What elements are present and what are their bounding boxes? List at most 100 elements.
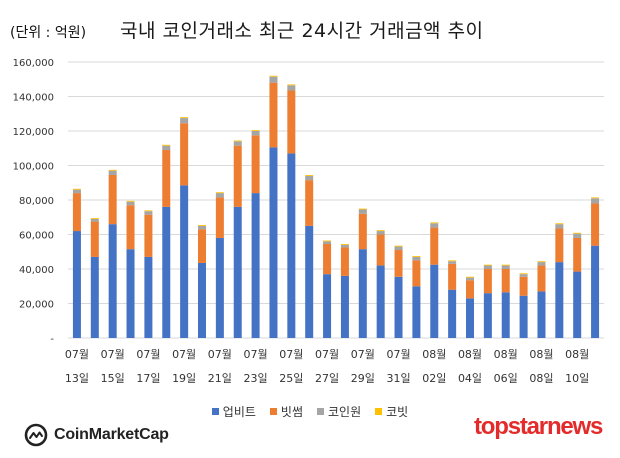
bar-segment — [483, 264, 492, 266]
legend-item: 빗썸 — [269, 403, 303, 420]
bar-segment — [233, 206, 242, 338]
bar-segment — [269, 75, 278, 77]
bar-segment — [412, 260, 421, 287]
bar-segment — [340, 275, 349, 338]
bar-segment — [501, 265, 510, 269]
bar-segment — [519, 295, 528, 338]
bar-segment — [448, 263, 457, 290]
legend-swatch — [211, 408, 219, 415]
x-tick-day: 31일 — [386, 371, 410, 385]
x-tick-month: 07월 — [315, 348, 339, 361]
chart-title: 국내 코인거래소 최근 24시간 거래금액 추이 — [120, 20, 484, 42]
bar-segment — [340, 244, 349, 248]
y-axis-ticks: - 20,000 40,000 60,000 80,000 100,000 120,000 1… — [13, 58, 55, 345]
bar-segment — [90, 218, 99, 222]
bar-segment — [537, 265, 546, 292]
bar-segment — [573, 237, 582, 272]
legend-label: 빗썸 — [280, 405, 303, 419]
bar-segment — [215, 192, 224, 194]
bar-segment — [198, 262, 206, 338]
legend-swatch — [269, 408, 277, 415]
bar-segment — [466, 298, 474, 338]
bar-segment — [180, 117, 189, 119]
legend-item: 코빗 — [375, 403, 408, 420]
bar-segment — [323, 274, 332, 338]
bar-segment — [430, 227, 439, 265]
bar-segment — [501, 264, 510, 266]
bar-segment — [591, 198, 600, 204]
bar-segment — [287, 84, 296, 86]
bar-segment — [287, 153, 296, 338]
bar-segment — [537, 291, 546, 338]
bar-segment — [305, 175, 314, 181]
bar-segment — [448, 261, 457, 264]
bar-segment — [501, 269, 510, 293]
x-tick-month: 07월 — [172, 348, 196, 361]
unit-label: (단위 : 억원) — [10, 25, 87, 41]
y-tick-label: 40,000 — [19, 265, 54, 276]
bar-segment — [555, 262, 564, 338]
bar-segment — [126, 201, 135, 206]
legend-item: 업비트 — [211, 403, 256, 420]
x-tick-month: 07월 — [279, 348, 303, 361]
y-tick-label: - — [50, 334, 54, 345]
bar-segment — [198, 225, 206, 230]
x-tick-day: 21일 — [208, 371, 232, 385]
bar-segment — [519, 274, 528, 277]
bar-segment — [180, 118, 189, 124]
bar-segment — [323, 240, 332, 242]
bar-segment — [412, 256, 421, 261]
x-tick-month: 07월 — [386, 348, 410, 361]
bar-segment — [573, 232, 582, 234]
legend-swatch — [317, 408, 324, 415]
bar-segment — [591, 245, 600, 338]
bar-segment — [394, 246, 403, 251]
bar-segment — [269, 76, 278, 83]
bar-segment — [162, 149, 171, 207]
x-tick-month: 07월 — [244, 348, 268, 361]
bar-segment — [519, 273, 528, 275]
x-tick-day: 02일 — [422, 371, 446, 385]
bar-segment — [448, 289, 457, 338]
bar-segment — [394, 250, 403, 277]
bar-segment — [108, 170, 117, 175]
x-tick-day: 04일 — [458, 371, 482, 385]
coinmarketcap-wordmark: CoinMarketCap — [54, 426, 169, 443]
bar-segment — [251, 131, 260, 136]
bar-segment — [358, 208, 367, 210]
bar-segment — [251, 130, 260, 131]
bar-segment — [376, 234, 385, 266]
bar-segment — [90, 221, 99, 257]
bar-segment — [72, 189, 81, 194]
bar-segment — [180, 123, 189, 186]
y-tick-label: 80,000 — [19, 196, 54, 207]
x-tick-day: 13일 — [65, 371, 89, 385]
bar-segment — [305, 180, 314, 226]
bar-segment — [90, 256, 99, 338]
bar-segment — [162, 145, 171, 150]
bar-segment — [144, 214, 153, 257]
bar-segment — [162, 144, 171, 146]
bar-segment — [555, 224, 564, 229]
x-tick-day: 15일 — [101, 371, 125, 385]
bar-segment — [198, 225, 206, 226]
bar-segment — [233, 140, 242, 142]
bar-segment — [340, 247, 349, 276]
bar-segment — [483, 293, 492, 338]
bar-segment — [537, 262, 546, 266]
bar-segment — [305, 225, 314, 338]
bar-segment — [251, 193, 260, 338]
bar-segment — [72, 231, 81, 338]
bar-segment — [358, 209, 367, 214]
legend-swatch — [375, 408, 383, 415]
bar-segment — [287, 85, 296, 91]
bar-segment — [466, 277, 474, 281]
bars — [72, 75, 600, 338]
x-tick-day: 25일 — [279, 371, 303, 385]
bar-segment — [483, 265, 492, 269]
bar-segment — [394, 245, 403, 247]
x-tick-month: 08월 — [458, 348, 482, 361]
x-axis-ticks: 07월 13일 07월 15일 07월 17일 07월 19일 07월 21일 07월 23일 07월 2… — [65, 348, 589, 385]
x-tick-month: 08월 — [494, 348, 518, 361]
